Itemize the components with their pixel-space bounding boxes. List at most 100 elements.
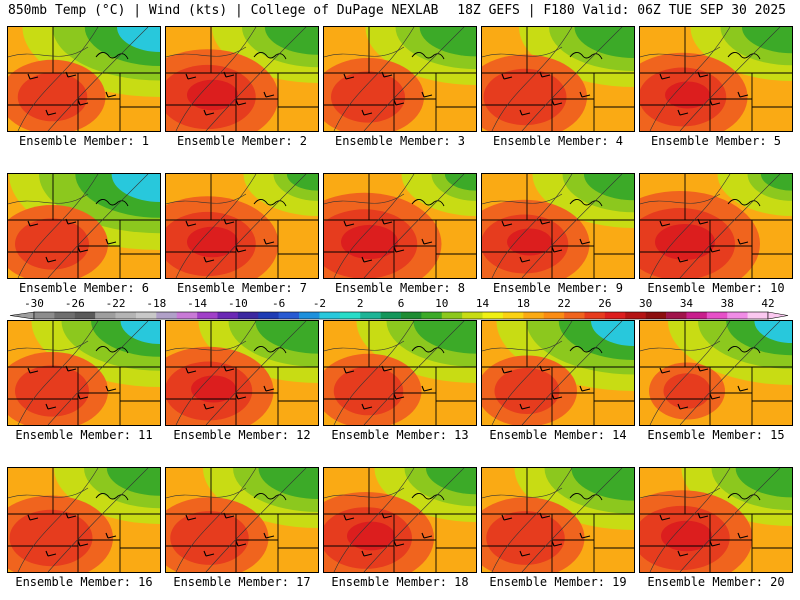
colorbar-tick-label: -30: [24, 297, 44, 310]
state-boundaries: [482, 174, 634, 278]
temp-field-red: [17, 72, 88, 122]
colorbar-swatch: [95, 312, 116, 319]
wind-barbs: [27, 512, 117, 557]
colorbar-swatch: [401, 312, 422, 319]
colorbar-swatch: [197, 312, 218, 319]
ensemble-map-10: [639, 173, 793, 279]
isotherm-contours: [640, 468, 781, 572]
temp-field-red: [15, 365, 89, 417]
ensemble-member-label: Ensemble Member: 1: [18, 134, 150, 148]
ensemble-map-5: [639, 26, 793, 132]
state-boundaries: [640, 321, 792, 425]
wind-barbs: [343, 365, 433, 410]
state-boundaries: [166, 468, 318, 572]
colorbar-tick-label: 38: [721, 297, 734, 310]
ensemble-member-label: Ensemble Member: 20: [647, 575, 785, 589]
colorbar-tick-label: 22: [557, 297, 570, 310]
isotherm-contours: [640, 174, 781, 278]
colorbar-swatch: [258, 312, 279, 319]
coastline: [253, 346, 287, 354]
isotherm-contours: [482, 27, 623, 131]
ensemble-member-label: Ensemble Member: 15: [647, 428, 785, 442]
ensemble-map-16: [7, 467, 161, 573]
state-boundaries: [482, 27, 634, 131]
ensemble-member-label: Ensemble Member: 6: [18, 281, 150, 295]
colorbar-tick-label: -22: [106, 297, 126, 310]
state-boundaries: [640, 468, 792, 572]
isotherm-contours: [640, 321, 781, 425]
state-boundaries: [640, 174, 792, 278]
temp-field-green: [264, 27, 318, 55]
temp-field-red: [486, 511, 565, 565]
colorbar-swatch: [278, 312, 300, 319]
colorbar-swatch: [666, 312, 687, 319]
wind-barbs: [659, 218, 749, 263]
colorbar-tick-label: -14: [187, 297, 207, 310]
temp-field-green: [444, 174, 476, 191]
colorbar-swatch: [482, 312, 504, 319]
colorbar-swatch: [625, 312, 646, 319]
coastline: [569, 493, 603, 501]
colorbar-swatch: [564, 312, 585, 319]
isotherm-contours: [640, 27, 781, 131]
colorbar-swatch: [115, 312, 137, 319]
state-boundaries: [482, 321, 634, 425]
ensemble-member-label: Ensemble Member: 7: [176, 281, 308, 295]
wind-barbs: [27, 218, 117, 263]
state-boundaries: [8, 27, 160, 131]
state-boundaries: [324, 27, 476, 131]
state-boundaries: [166, 321, 318, 425]
wind-barbs: [501, 218, 591, 263]
temp-field-red: [170, 511, 249, 565]
wind-barbs: [501, 365, 591, 410]
colorbar-swatch: [604, 312, 626, 319]
isotherm-contours: [8, 321, 149, 425]
ensemble-member-label: Ensemble Member: 9: [492, 281, 624, 295]
colorbar-swatch: [319, 312, 341, 319]
ensemble-member-label: Ensemble Member: 5: [650, 134, 782, 148]
temp-field-deepred: [661, 520, 712, 552]
ensemble-map-18: [323, 467, 477, 573]
isotherm-contours: [8, 468, 149, 572]
colorbar-swatch: [135, 312, 157, 319]
temp-field-red: [9, 509, 93, 567]
ensemble-map-15: [639, 320, 793, 426]
ensemble-member-label: Ensemble Member: 19: [489, 575, 627, 589]
colorbar-tick-label: -18: [146, 297, 166, 310]
colorbar-tick-label: -26: [65, 297, 85, 310]
colorbar-swatch: [74, 312, 96, 319]
temp-field-green: [286, 174, 318, 191]
colorbar-left-arrow: [9, 311, 35, 320]
ensemble-map-11: [7, 320, 161, 426]
wind-barbs: [659, 71, 749, 116]
coastline: [95, 199, 129, 207]
coastline: [411, 199, 445, 207]
temp-field-red: [331, 71, 405, 123]
wind-barbs: [185, 218, 275, 263]
ensemble-member-label: Ensemble Member: 11: [15, 428, 153, 442]
ensemble-member-label: Ensemble Member: 12: [173, 428, 311, 442]
temp-field-deepred: [665, 81, 710, 109]
colorbar-swatch: [217, 312, 239, 319]
state-boundaries: [166, 27, 318, 131]
ensemble-member-label: Ensemble Member: 17: [173, 575, 311, 589]
temperature-colorbar: -30 -26 -22 -18 -14 -10 -6 -2 2 6 10 14 18 22 26 30 34 38…: [9, 297, 789, 320]
temp-field-green: [574, 27, 634, 58]
colorbar-swatch: [339, 312, 361, 319]
colorbar-tick-label: 34: [680, 297, 694, 310]
ensemble-member-label: Ensemble Member: 2: [176, 134, 308, 148]
colorbar-swatch: [54, 312, 76, 319]
colorbar-swatch: [747, 312, 769, 319]
wind-barbs: [27, 365, 117, 410]
ensemble-map-19: [481, 467, 635, 573]
state-boundaries: [324, 468, 476, 572]
ensemble-map-2: [165, 26, 319, 132]
colorbar-swatch: [441, 312, 463, 319]
isotherm-contours: [482, 468, 623, 572]
coastline: [411, 493, 445, 501]
ensemble-member-label: Ensemble Member: 4: [492, 134, 624, 148]
colorbar-swatch: [176, 312, 198, 319]
ensemble-member-label: Ensemble Member: 18: [331, 575, 469, 589]
state-boundaries: [8, 321, 160, 425]
ensemble-map-12: [165, 320, 319, 426]
